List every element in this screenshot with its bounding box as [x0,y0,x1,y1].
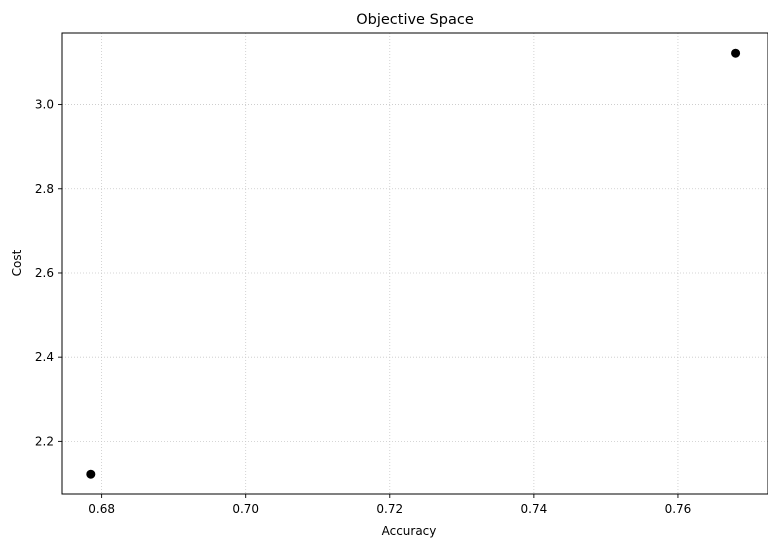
data-point [731,48,741,58]
x-tick-label: 0.68 [88,502,115,516]
x-tick-label: 0.76 [665,502,692,516]
plot-area-frame [61,32,768,495]
x-axis-ticks: 0.68 0.70 0.72 0.74 0.76 [88,494,691,516]
chart-title: Objective Space [356,12,474,28]
y-tick-label: 2.2 [35,434,54,448]
y-tick-label: 2.8 [35,182,54,196]
y-axis-label: Cost [10,249,24,276]
grid-lines [62,33,768,494]
x-tick-label: 0.70 [232,502,259,516]
x-tick-label: 0.72 [376,502,403,516]
data-point [86,469,96,479]
x-axis-label: Accuracy [382,524,437,538]
y-tick-label: 3.0 [35,98,54,112]
y-axis-ticks: 2.2 2.4 2.6 2.8 3.0 [35,98,62,448]
x-tick-label: 0.74 [521,502,548,516]
y-tick-label: 2.4 [35,350,54,364]
y-tick-label: 2.6 [35,266,54,280]
data-points [86,48,741,479]
